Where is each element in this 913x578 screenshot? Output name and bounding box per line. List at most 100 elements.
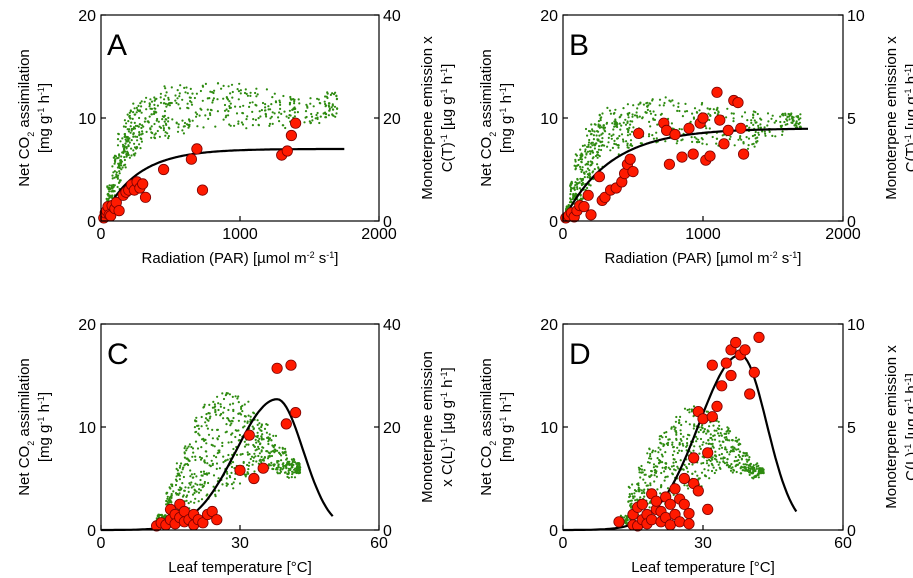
green-point [781,112,785,115]
green-point [716,427,720,430]
green-point [586,150,590,153]
green-point [590,123,593,126]
green-point [327,104,330,107]
green-point [726,463,729,466]
green-point [674,469,677,472]
green-point [211,437,214,440]
green-point [745,136,748,139]
green-point [737,454,740,457]
green-point [597,167,600,170]
green-point [216,110,219,113]
green-point [180,462,183,465]
green-point [167,501,170,504]
green-point [710,436,713,440]
green-point [251,463,254,466]
green-point [292,98,295,101]
green-point [267,436,270,439]
green-point [205,442,208,445]
green-point [728,439,731,442]
green-point [127,130,130,133]
green-point [183,456,186,459]
green-point [118,172,121,175]
red-point [285,359,297,371]
fit-curve-line [100,147,345,222]
green-point [188,443,191,446]
green-point [168,127,171,130]
green-point [124,125,127,128]
green-point [679,415,682,418]
red-point [289,117,302,129]
green-point [222,397,226,401]
green-point [138,131,141,134]
green-point [280,459,283,462]
green-point [644,111,647,114]
green-point [634,499,637,502]
green-point [717,463,720,466]
green-point [229,424,232,427]
green-point [267,108,270,111]
green-point [732,448,735,451]
red-scatter-series [560,86,750,224]
green-point [711,135,714,139]
green-point [303,121,306,124]
green-point [267,105,270,108]
green-point [612,128,615,131]
green-point [716,432,720,435]
green-point [697,431,700,434]
green-point [613,142,616,145]
green-point [251,124,254,127]
green-point [670,427,673,430]
green-point [197,500,200,503]
green-point [296,462,299,465]
green-point [165,123,168,126]
y-axis-label: Net CO2 assimilation [478,358,498,496]
green-point [172,490,175,493]
green-point [222,84,225,87]
y2-tick-label: 5 [847,420,856,437]
green-point [648,120,651,123]
green-point [135,111,138,114]
green-point [153,103,156,106]
green-point [648,457,651,460]
green-point [235,429,238,432]
green-point [796,115,800,118]
green-point [287,116,290,119]
green-point [272,434,275,437]
green-point [116,157,119,160]
green-point [600,133,603,136]
green-point [126,140,129,143]
green-point [282,452,285,455]
y-tick-label: 20 [540,317,558,334]
green-point [571,198,574,201]
x-tick-label: 60 [370,535,388,552]
green-point [246,471,249,474]
y2-tick-label: 5 [847,111,856,128]
green-point [267,455,270,458]
green-point [226,472,229,475]
green-point [708,118,711,122]
green-point [779,120,782,124]
green-point [329,93,332,96]
green-point [179,464,182,467]
green-point [697,138,700,141]
green-point [310,112,313,116]
green-point [134,152,137,155]
green-point [639,496,642,499]
green-point [244,475,247,478]
green-point [182,132,185,135]
green-point [588,138,591,142]
green-point [627,116,630,119]
green-point [751,472,755,475]
green-point [639,476,642,479]
green-point [183,447,186,450]
y2-axis-unit: C(L)-1 [µg g-1 h-1] [903,373,913,481]
green-point [202,484,205,488]
y2-axis-unit: C(T)-1 [µg g-1 h-1] [439,64,456,173]
green-point [595,134,598,137]
green-point [295,467,298,470]
green-point [216,395,219,398]
green-point [256,431,259,434]
green-point [134,135,137,138]
green-point [115,175,118,178]
green-point [715,429,718,432]
